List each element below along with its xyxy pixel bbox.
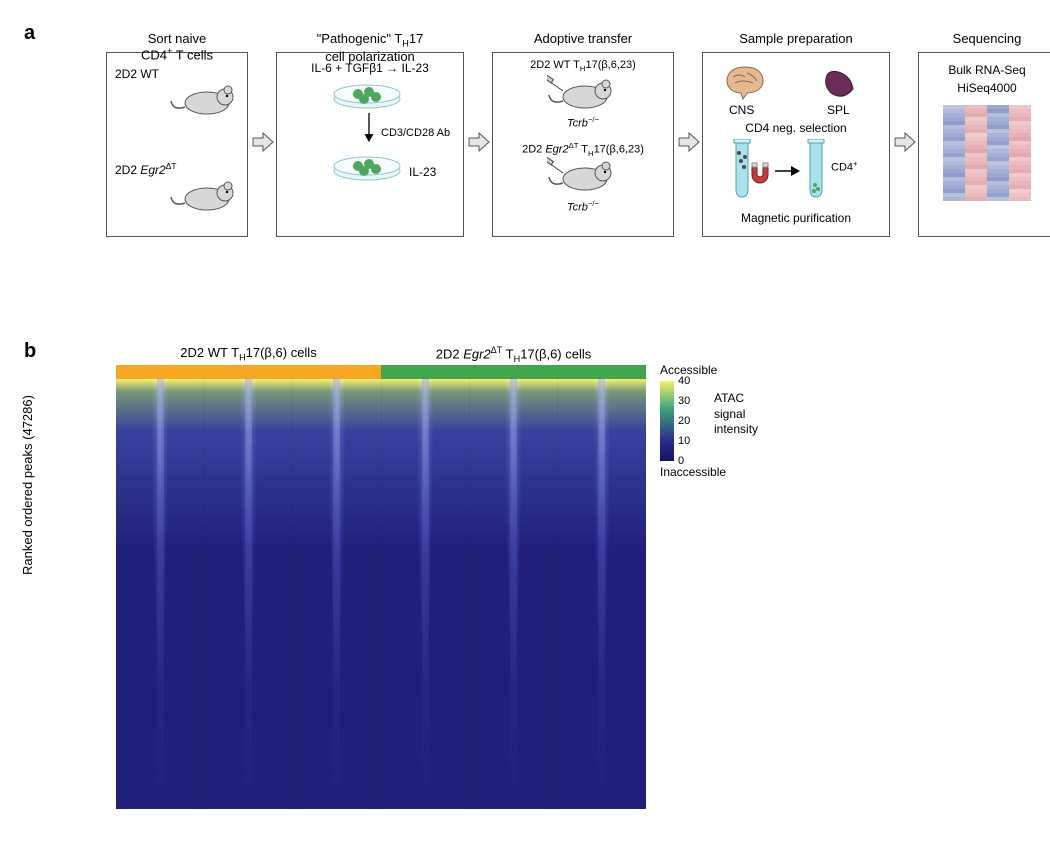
- magnet-icon: [748, 161, 772, 190]
- step-title: "Pathogenic" TH17cell polarization: [277, 31, 463, 64]
- reagent-bottom: IL-23: [409, 165, 436, 179]
- organ-spl: SPL: [827, 103, 850, 117]
- block-arrow-icon: [251, 130, 275, 154]
- mouse-recipient-top-icon: [547, 75, 617, 115]
- transfer-wt-label: 2D2 WT TH17(β,6,23): [493, 59, 673, 73]
- heatmap-center-streak: [157, 379, 164, 809]
- legend-tick: 10: [678, 435, 690, 447]
- dish-top-icon: [332, 81, 402, 114]
- panel-a-label: a: [24, 22, 35, 45]
- step-title: Sort naiveCD4+ T cells: [107, 31, 247, 62]
- brain-icon: [723, 63, 767, 106]
- legend-colorbar: 403020100: [660, 381, 674, 461]
- atac-legend: Accessible 403020100 ATAC signal intensi…: [660, 363, 820, 479]
- heatmap-center-streak: [422, 379, 429, 809]
- heatmap-center-streak: [510, 379, 517, 809]
- legend-tick: 40: [678, 375, 690, 387]
- workflow-step-sort: Sort naiveCD4+ T cells 2D2 WT 2D2 Egr2ΔT: [106, 52, 248, 237]
- ab-label: CD3/CD28 Ab: [381, 127, 450, 139]
- tcrb-bottom: Tcrb−/−: [493, 199, 673, 214]
- down-arrow-icon: [361, 113, 377, 148]
- legend-tick: 20: [678, 415, 690, 427]
- small-arrow-right-icon: [775, 163, 801, 184]
- group2-colorbar: [381, 365, 646, 379]
- reagents-top: IL-6 + TGFβ1 → IL-23: [277, 61, 463, 75]
- seq-line1: Bulk RNA-Seq: [919, 63, 1050, 77]
- legend-tick: 30: [678, 395, 690, 407]
- group1-colorbar: [116, 365, 381, 379]
- legend-title: ATAC signal intensity: [714, 391, 758, 438]
- step-title: Sample preparation: [703, 31, 889, 46]
- workflow-step-sequencing: Sequencing Bulk RNA-Seq HiSeq4000: [918, 52, 1050, 237]
- legend-tick: 0: [678, 455, 684, 467]
- tube-right-icon: [807, 139, 825, 204]
- panel-a: Sort naiveCD4+ T cells 2D2 WT 2D2 Egr2ΔT…: [48, 30, 1018, 260]
- block-arrow-icon: [467, 130, 491, 154]
- heatmap-center-streak: [333, 379, 340, 809]
- transfer-egr2-label: 2D2 Egr2ΔT TH17(β,6,23): [493, 141, 673, 158]
- group2-label: 2D2 Egr2ΔT TH17(β,6) cells: [381, 345, 646, 364]
- legend-bottom-label: Inaccessible: [660, 465, 820, 479]
- mouse-wt-icon: [169, 81, 239, 121]
- workflow-step-transfer: Adoptive transfer 2D2 WT TH17(β,6,23) Tc…: [492, 52, 674, 237]
- seq-line2: HiSeq4000: [919, 81, 1050, 95]
- selection-label: CD4 neg. selection: [703, 121, 889, 135]
- mouse-egr2-label: 2D2 Egr2ΔT: [115, 161, 176, 177]
- tcrb-top: Tcrb−/−: [493, 115, 673, 130]
- mouse-recipient-bottom-icon: [547, 157, 617, 197]
- panel-b-yaxis-label: Ranked ordered peaks (47286): [20, 395, 35, 575]
- spleen-icon: [821, 69, 857, 104]
- heatmap-thumbnail-icon: [943, 105, 1031, 206]
- panel-b-group-labels: 2D2 WT TH17(β,6) cells 2D2 Egr2ΔT TH17(β…: [116, 345, 646, 363]
- magpurif-label: Magnetic purification: [703, 211, 889, 225]
- workflow-step-sample-prep: Sample preparation CNS SPL CD4 neg. sele…: [702, 52, 890, 237]
- cd4pos-label: CD4+: [831, 159, 858, 174]
- panel-b: Ranked ordered peaks (47286) 2D2 WT TH17…: [50, 345, 770, 825]
- step-title: Sequencing: [919, 31, 1050, 46]
- block-arrow-icon: [677, 130, 701, 154]
- block-arrow-icon: [893, 130, 917, 154]
- workflow-step-polarization: "Pathogenic" TH17cell polarization IL-6 …: [276, 52, 464, 237]
- heatmap-center-streak: [598, 379, 605, 809]
- dish-bottom-icon: [332, 153, 402, 186]
- heatmap-center-streak: [245, 379, 252, 809]
- figure-root: a Sort naiveCD4+ T cells 2D2 WT 2D2 Egr2…: [0, 0, 1050, 846]
- legend-ticks: 403020100: [678, 381, 708, 461]
- step-title: Adoptive transfer: [493, 31, 673, 46]
- panel-b-label: b: [24, 340, 36, 363]
- group1-label: 2D2 WT TH17(β,6) cells: [116, 345, 381, 363]
- mouse-egr2-icon: [169, 177, 239, 217]
- atac-heatmap: [116, 379, 646, 809]
- organ-cns: CNS: [729, 103, 754, 117]
- mouse-wt-label: 2D2 WT: [115, 67, 159, 81]
